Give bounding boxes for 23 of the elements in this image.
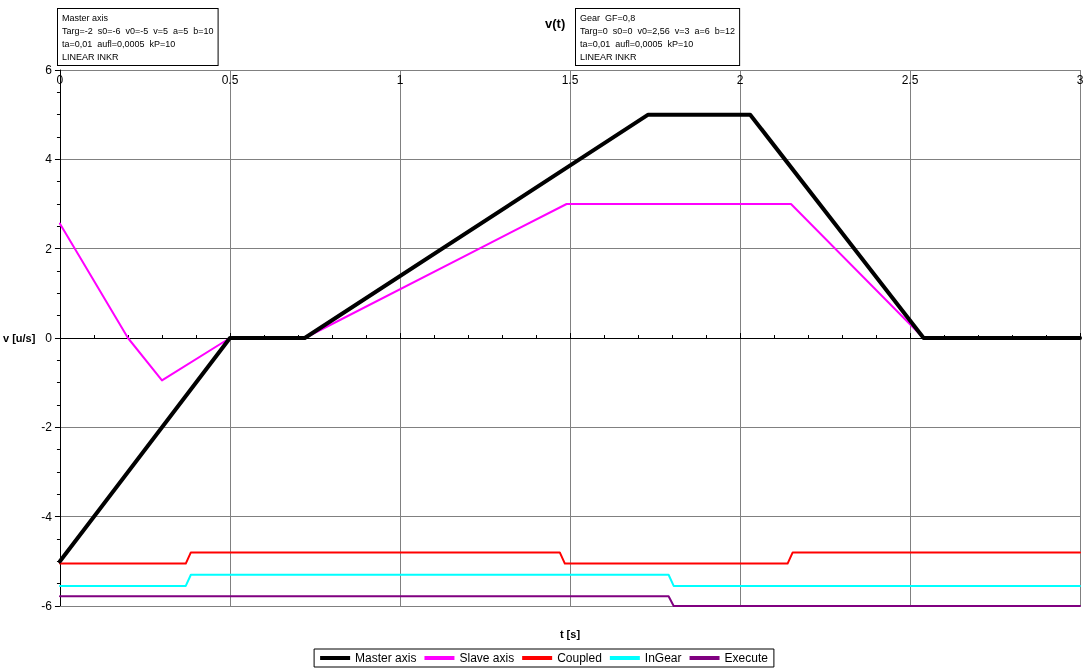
y-tick-label: -2: [41, 420, 53, 435]
y-tick-label: 6: [45, 63, 53, 77]
y-tick-label: -4: [41, 509, 53, 524]
y-tick-label: -6: [41, 599, 53, 613]
legend-label: Slave axis: [459, 651, 515, 665]
y-tick-label: 2: [45, 241, 53, 256]
y-tick-label: 4: [45, 152, 53, 167]
x-tick-label: 1.5: [561, 73, 579, 87]
text: Gear GF=0,8 Targ=0 s0=0 v0=2,56 v=3 a=6 b=12 ta=0,01 aufl=0,0005 kP=10 LINEAR INKR: [580, 12, 736, 62]
x-tick-label: 2.5: [901, 73, 919, 87]
chart-title: v(t): [545, 16, 566, 31]
x-tick-label: 2: [736, 73, 744, 87]
x-tick-label: 1: [396, 73, 404, 87]
y-tick-label: 0: [45, 331, 53, 345]
x-tick-label: 0.5: [221, 73, 239, 87]
x-tick-label: 3: [1076, 73, 1084, 87]
legend-label: Master axis: [355, 651, 417, 665]
legend-label: InGear: [644, 651, 682, 665]
text: Master axis Targ=-2 s0=-6 v0=-5 v=5 a=5 b=10 ta=0,01 aufl=0,0005 kP=10 LINEAR INKR: [62, 12, 214, 62]
legend-label: Execute: [724, 651, 769, 665]
legend-label: Coupled: [557, 651, 602, 665]
y-axis-title: v [u/s]: [3, 332, 36, 344]
x-axis-title: t [s]: [559, 627, 581, 640]
